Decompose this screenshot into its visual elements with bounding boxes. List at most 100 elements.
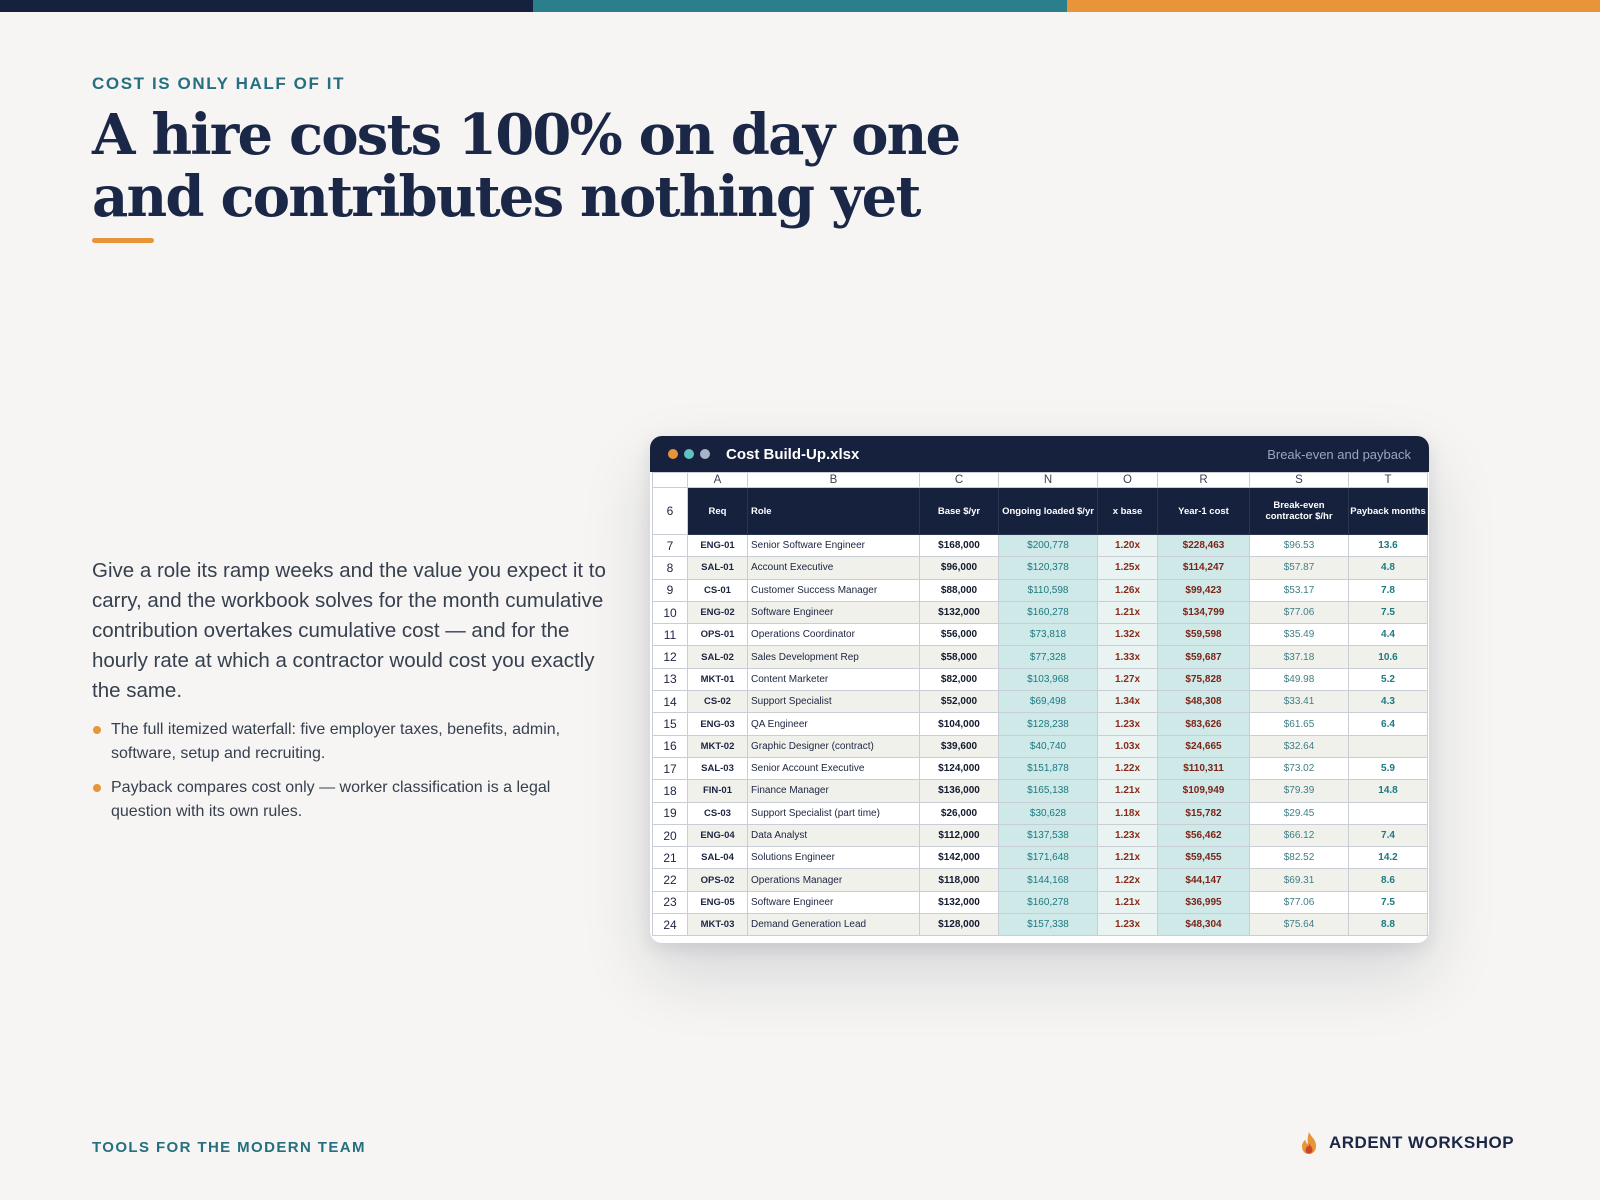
header-year1-cost[interactable]: Year-1 cost	[1157, 487, 1250, 535]
cell-mult[interactable]: 1.33x	[1097, 645, 1158, 669]
cell-mult[interactable]: 1.34x	[1097, 690, 1158, 714]
cell-mult[interactable]: 1.21x	[1097, 890, 1158, 915]
cell-req[interactable]: SAL-03	[687, 756, 748, 781]
cell-base[interactable]: $132,000	[919, 600, 999, 625]
column-letter-n[interactable]: N	[998, 472, 1098, 488]
row-number[interactable]: 21	[652, 846, 688, 870]
header-x-base[interactable]: x base	[1097, 487, 1158, 535]
cell-role[interactable]: Support Specialist	[747, 690, 920, 714]
row-number[interactable]: 10	[652, 600, 688, 625]
cell-year1[interactable]: $110,311	[1157, 756, 1250, 781]
cell-role[interactable]: Senior Software Engineer	[747, 533, 920, 558]
cell-base[interactable]: $118,000	[919, 868, 999, 892]
cell-role[interactable]: Operations Coordinator	[747, 623, 920, 647]
cell-payback[interactable]: 4.3	[1348, 690, 1428, 714]
cell-breakeven[interactable]: $57.87	[1249, 556, 1349, 580]
cell-mult[interactable]: 1.26x	[1097, 578, 1158, 602]
cell-year1[interactable]: $48,308	[1157, 690, 1250, 714]
cell-payback[interactable]: 7.4	[1348, 823, 1428, 848]
cell-year1[interactable]: $134,799	[1157, 600, 1250, 625]
column-letter-b[interactable]: B	[747, 472, 920, 488]
cell-req[interactable]: MKT-01	[687, 667, 748, 692]
cell-req[interactable]: ENG-04	[687, 823, 748, 848]
cell-payback[interactable]: 10.6	[1348, 645, 1428, 669]
cell-payback[interactable]: 7.5	[1348, 600, 1428, 625]
cell-year1[interactable]: $59,687	[1157, 645, 1250, 669]
cell-breakeven[interactable]: $96.53	[1249, 533, 1349, 558]
cell-payback[interactable]: 4.8	[1348, 556, 1428, 580]
cell-ongoing[interactable]: $200,778	[998, 533, 1098, 558]
cell-base[interactable]: $52,000	[919, 690, 999, 714]
cell-base[interactable]: $104,000	[919, 712, 999, 736]
cell-breakeven[interactable]: $37.18	[1249, 645, 1349, 669]
cell-base[interactable]: $96,000	[919, 556, 999, 580]
cell-req[interactable]: CS-02	[687, 690, 748, 714]
cell-breakeven[interactable]: $77.06	[1249, 890, 1349, 915]
cell-base[interactable]: $56,000	[919, 623, 999, 647]
cell-role[interactable]: Demand Generation Lead	[747, 913, 920, 937]
header-breakeven-rate[interactable]: Break-even contractor $/hr	[1249, 487, 1349, 535]
row-number[interactable]: 9	[652, 578, 688, 602]
cell-breakeven[interactable]: $29.45	[1249, 801, 1349, 825]
cell-breakeven[interactable]: $75.64	[1249, 913, 1349, 937]
cell-mult[interactable]: 1.25x	[1097, 556, 1158, 580]
cell-role[interactable]: Content Marketer	[747, 667, 920, 692]
cell-role[interactable]: Senior Account Executive	[747, 756, 920, 781]
row-number[interactable]: 22	[652, 868, 688, 892]
cell-ongoing[interactable]: $30,628	[998, 801, 1098, 825]
cell-base[interactable]: $142,000	[919, 846, 999, 870]
cell-req[interactable]: MKT-02	[687, 734, 748, 758]
cell-role[interactable]: Sales Development Rep	[747, 645, 920, 669]
cell-mult[interactable]: 1.32x	[1097, 623, 1158, 647]
cell-req[interactable]: MKT-03	[687, 913, 748, 937]
column-letter-o[interactable]: O	[1097, 472, 1158, 488]
cell-ongoing[interactable]: $171,648	[998, 846, 1098, 870]
cell-req[interactable]: SAL-01	[687, 556, 748, 580]
cell-base[interactable]: $168,000	[919, 533, 999, 558]
cell-role[interactable]: Account Executive	[747, 556, 920, 580]
cell-breakeven[interactable]: $73.02	[1249, 756, 1349, 781]
cell-payback[interactable]: 6.4	[1348, 712, 1428, 736]
row-number[interactable]: 6	[652, 487, 688, 535]
cell-mult[interactable]: 1.27x	[1097, 667, 1158, 692]
cell-payback[interactable]: 4.4	[1348, 623, 1428, 647]
window-dot-minimize-icon[interactable]	[684, 449, 694, 459]
column-letter-a[interactable]: A	[687, 472, 748, 488]
cell-req[interactable]: ENG-02	[687, 600, 748, 625]
cell-mult[interactable]: 1.03x	[1097, 734, 1158, 758]
cell-base[interactable]: $112,000	[919, 823, 999, 848]
cell-ongoing[interactable]: $137,538	[998, 823, 1098, 848]
cell-mult[interactable]: 1.21x	[1097, 779, 1158, 803]
cell-role[interactable]: Customer Success Manager	[747, 578, 920, 602]
column-letter-t[interactable]: T	[1348, 472, 1428, 488]
cell-year1[interactable]: $75,828	[1157, 667, 1250, 692]
row-number[interactable]: 17	[652, 756, 688, 781]
cell-role[interactable]: Software Engineer	[747, 890, 920, 915]
cell-year1[interactable]: $24,665	[1157, 734, 1250, 758]
cell-mult[interactable]: 1.23x	[1097, 913, 1158, 937]
cell-year1[interactable]: $59,455	[1157, 846, 1250, 870]
cell-base[interactable]: $124,000	[919, 756, 999, 781]
row-number[interactable]: 15	[652, 712, 688, 736]
cell-req[interactable]: SAL-02	[687, 645, 748, 669]
cell-role[interactable]: Data Analyst	[747, 823, 920, 848]
cell-role[interactable]: Graphic Designer (contract)	[747, 734, 920, 758]
cell-year1[interactable]: $44,147	[1157, 868, 1250, 892]
cell-breakeven[interactable]: $53.17	[1249, 578, 1349, 602]
cell-breakeven[interactable]: $79.39	[1249, 779, 1349, 803]
cell-breakeven[interactable]: $32.64	[1249, 734, 1349, 758]
cell-breakeven[interactable]: $69.31	[1249, 868, 1349, 892]
cell-base[interactable]: $88,000	[919, 578, 999, 602]
cell-ongoing[interactable]: $144,168	[998, 868, 1098, 892]
cell-year1[interactable]: $36,995	[1157, 890, 1250, 915]
cell-mult[interactable]: 1.18x	[1097, 801, 1158, 825]
row-number[interactable]: 16	[652, 734, 688, 758]
cell-payback[interactable]: 14.2	[1348, 846, 1428, 870]
row-number[interactable]: 20	[652, 823, 688, 848]
cell-mult[interactable]: 1.22x	[1097, 868, 1158, 892]
cell-mult[interactable]: 1.22x	[1097, 756, 1158, 781]
cell-base[interactable]: $128,000	[919, 913, 999, 937]
row-number[interactable]: 18	[652, 779, 688, 803]
cell-year1[interactable]: $48,304	[1157, 913, 1250, 937]
cell-breakeven[interactable]: $33.41	[1249, 690, 1349, 714]
